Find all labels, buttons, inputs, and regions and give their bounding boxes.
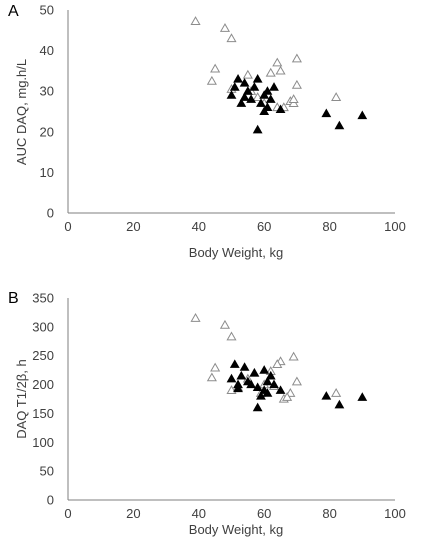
y-tick-label: 30: [40, 84, 54, 99]
open-triangle-point: [272, 57, 283, 67]
open-triangle-point: [291, 79, 302, 89]
filled-triangle-point: [229, 82, 240, 91]
y-tick-label: 200: [32, 377, 54, 392]
filled-triangle-point: [239, 92, 250, 101]
filled-triangle-point: [252, 382, 263, 392]
open-triangle-point: [331, 92, 342, 101]
filled-triangle-point: [236, 98, 247, 107]
filled-triangle-point: [252, 74, 263, 83]
y-tick-label: 0: [47, 493, 54, 508]
y-tick-label: 350: [32, 291, 54, 306]
y-tick-label: 20: [40, 124, 54, 139]
panel-label-b: B: [8, 290, 19, 307]
filled-triangle-point: [262, 388, 273, 397]
filled-triangle-point: [233, 74, 243, 83]
filled-triangle-point: [249, 82, 260, 91]
open-triangle-point: [282, 392, 293, 401]
filled-triangle-point: [239, 362, 250, 371]
x-tick-label: 0: [64, 506, 71, 521]
panel-label-a: A: [8, 3, 19, 20]
open-triangle-point: [219, 23, 231, 32]
open-triangle-point: [242, 69, 253, 79]
tick-labels: 0 10 20 30 40 50 0 20 40 60 80 100: [40, 3, 406, 235]
open-triangle-point: [288, 351, 299, 361]
x-tick-label: 40: [192, 506, 206, 521]
data-markers: [190, 312, 368, 412]
x-tick-label: 40: [192, 219, 206, 234]
filled-triangle-point: [229, 359, 240, 368]
open-triangle-point: [210, 362, 221, 372]
filled-triangle-point: [259, 365, 270, 374]
y-tick-label: 50: [40, 3, 54, 18]
filled-triangle-point: [334, 120, 345, 130]
filled-triangle-point: [239, 78, 250, 87]
filled-triangle-point: [265, 370, 276, 380]
y-axis-title: AUC DAQ, mg.h/L: [14, 59, 29, 165]
filled-triangle-point: [275, 385, 286, 394]
filled-triangle-point: [321, 391, 332, 400]
filled-triangle-point: [256, 98, 266, 107]
data-markers: [190, 16, 368, 134]
open-triangle-point: [275, 65, 286, 75]
open-triangle-point: [190, 312, 201, 322]
x-tick-label: 100: [384, 506, 406, 521]
x-tick-label: 80: [322, 506, 336, 521]
filled-triangle-point: [226, 90, 237, 99]
filled-triangle-point: [233, 383, 243, 393]
y-tick-label: 40: [40, 43, 54, 58]
open-triangle-point: [206, 372, 217, 382]
chart-panel-b: B Body Weight, kg DAQ T1/2β, h 0 50 100 150…: [8, 290, 406, 537]
y-tick-label: 100: [32, 435, 54, 450]
x-tick-label: 100: [384, 219, 406, 234]
open-triangle-point: [226, 33, 237, 43]
filled-triangle-point: [334, 399, 345, 409]
filled-triangle-point: [256, 391, 266, 400]
y-tick-label: 10: [40, 165, 54, 180]
x-axis-title: Body Weight, kg: [189, 522, 283, 537]
x-tick-label: 20: [126, 506, 140, 521]
y-tick-label: 150: [32, 406, 54, 421]
filled-triangle-point: [262, 376, 273, 386]
open-triangle-point: [190, 16, 201, 26]
open-triangle-point: [288, 94, 299, 103]
open-triangle-point: [210, 63, 221, 73]
filled-triangle-point: [357, 392, 368, 401]
x-axis-title: Body Weight, kg: [189, 245, 283, 260]
y-tick-label: 300: [32, 319, 54, 334]
open-triangle-point: [206, 75, 217, 85]
y-axis-title: DAQ T1/2β, h: [14, 359, 29, 439]
x-tick-label: 0: [64, 219, 71, 234]
y-tick-label: 250: [32, 348, 54, 363]
filled-triangle-point: [246, 379, 257, 389]
filled-triangle-point: [262, 102, 273, 111]
filled-triangle-point: [265, 94, 276, 103]
open-triangle-point: [265, 67, 276, 77]
open-triangle-point: [226, 331, 237, 341]
y-tick-label: 0: [47, 206, 54, 221]
filled-triangle-point: [252, 402, 263, 412]
filled-triangle-point: [269, 379, 279, 389]
filled-triangle-point: [226, 373, 237, 383]
filled-triangle-point: [249, 368, 260, 377]
filled-triangle-point: [269, 82, 279, 91]
open-triangle-point: [331, 388, 342, 397]
x-tick-label: 60: [257, 506, 271, 521]
y-tick-label: 50: [40, 464, 54, 479]
tick-labels: 0 50 100 150 200 250 300 350 0 20 40 60 80 100: [32, 291, 406, 522]
chart-panel-a: A Body Weight, kg AUC DAQ, mg.h/L 0 10 20 3…: [8, 3, 406, 261]
filled-triangle-point: [357, 110, 368, 120]
open-triangle-point: [219, 319, 231, 329]
open-triangle-point: [291, 53, 302, 63]
x-tick-label: 80: [322, 219, 336, 234]
filled-triangle-point: [252, 124, 263, 134]
filled-triangle-point: [275, 104, 286, 114]
x-tick-label: 60: [257, 219, 271, 234]
x-tick-label: 20: [126, 219, 140, 234]
filled-triangle-point: [321, 108, 332, 118]
open-triangle-point: [291, 376, 302, 386]
filled-triangle-point: [236, 370, 247, 380]
open-triangle-point: [272, 359, 283, 369]
